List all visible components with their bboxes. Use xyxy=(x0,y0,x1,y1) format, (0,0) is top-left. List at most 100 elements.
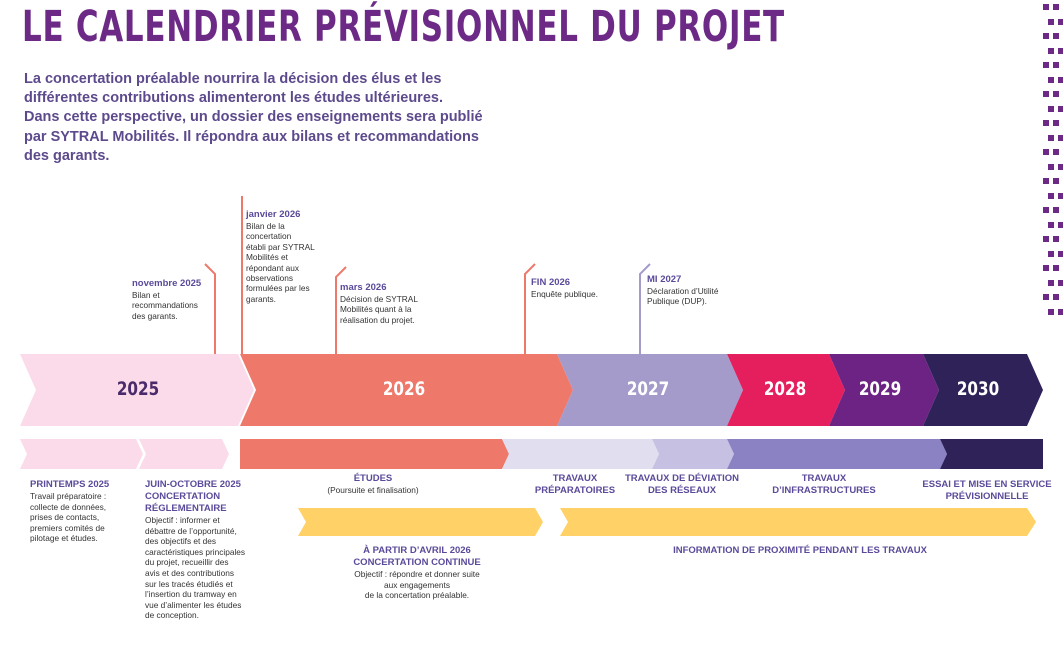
decorative-dot xyxy=(1048,105,1054,112)
event-text-line: des garants. xyxy=(132,310,178,321)
decorative-dot xyxy=(1058,134,1063,141)
decorative-dot xyxy=(1048,18,1054,25)
phase-bar-juin-octobre xyxy=(139,439,229,469)
event-text-line: Mobilités quant à la xyxy=(340,304,412,315)
phase-text-line: débattre de l’opportunité, xyxy=(145,525,237,536)
decorative-dot xyxy=(1043,207,1049,213)
decorative-dot xyxy=(1048,47,1054,54)
event-connector-mar-2026 xyxy=(335,266,347,354)
phase-text-line: sur les tracés étudiés et xyxy=(145,578,233,589)
decorative-dot xyxy=(1053,33,1059,39)
year-label: 2027 xyxy=(626,378,670,400)
decorative-dot xyxy=(1053,178,1059,184)
phase-title: JUIN-OCTOBRE 2025 xyxy=(145,479,241,490)
decorative-dot xyxy=(1058,18,1063,25)
event-fin-2026: FIN 2026 Enquête publique. xyxy=(531,277,631,299)
year-arrow-2028 xyxy=(727,354,845,426)
event-date: FIN 2026 xyxy=(531,277,571,288)
phase-text-line: pilotage et études. xyxy=(30,533,98,544)
decorative-dot xyxy=(1043,149,1049,155)
page-title: LE CALENDRIER PRÉVISIONNEL DU PROJET xyxy=(22,2,785,52)
decorative-dot xyxy=(1043,91,1049,97)
event-jan-2026: janvier 2026 Bilan de la concertation ét… xyxy=(246,209,336,304)
phase-text-line: Travail préparatoire : xyxy=(30,491,107,501)
intro-line: La concertation préalable nourrira la dé… xyxy=(24,71,442,87)
phase-text-line: de conception. xyxy=(145,610,199,621)
event-text-line: Décision de SYTRAL xyxy=(340,294,418,304)
phase-text-line: caractéristiques principales xyxy=(145,546,246,557)
phase-title: INFORMATION DE PROXIMITÉ PENDANT LES TRA… xyxy=(673,545,927,556)
year-arrow-2030 xyxy=(923,354,1043,426)
event-text-line: recommandations xyxy=(132,300,198,311)
phase-bar-essai xyxy=(940,439,1043,469)
phase-text-line: de la concertation préalable. xyxy=(364,590,470,601)
phase-bar-etudes xyxy=(240,439,509,469)
phase-etudes: ÉTUDES (Poursuite et finalisation) xyxy=(300,473,446,496)
year-label: 2026 xyxy=(382,378,426,400)
phase-juin-octobre: JUIN-OCTOBRE 2025 CONCERTATION RÉGLEMENT… xyxy=(145,479,263,621)
decorative-dot xyxy=(1048,76,1054,83)
phase-title: PRÉVISIONNELLE xyxy=(945,491,1029,502)
event-text-line: concertation xyxy=(246,231,292,242)
phase-text-line: premiers comités de xyxy=(30,522,105,533)
decorative-dot xyxy=(1043,120,1049,126)
event-date: MI 2027 xyxy=(647,274,682,285)
phase-bar-deviation xyxy=(652,439,734,469)
phase-text-line: vue d’alimenter les études xyxy=(145,599,242,610)
decorative-dot-pattern xyxy=(1040,0,1063,330)
year-label: 2028 xyxy=(763,378,807,400)
phase-title: À PARTIR D’AVRIL 2026 xyxy=(363,545,471,556)
intro-line: différentes contributions alimenteront l… xyxy=(24,90,443,107)
decorative-dot xyxy=(1053,149,1059,155)
intro-paragraph: La concertation préalable nourrira la dé… xyxy=(24,70,494,166)
event-mar-2026: mars 2026 Décision de SYTRAL Mobilités q… xyxy=(340,282,440,325)
decorative-dot xyxy=(1053,62,1059,68)
decorative-dot xyxy=(1053,265,1059,271)
event-mi-2027: MI 2027 Déclaration d’Utilité Publique (… xyxy=(647,274,747,307)
decorative-dot xyxy=(1043,62,1049,68)
phase-bar-travaux-preparatoires xyxy=(502,439,659,469)
phase-title: RÉGLEMENTAIRE xyxy=(145,503,227,514)
event-date: novembre 2025 xyxy=(132,278,202,289)
phase-text-line: l’insertion du tramway en xyxy=(145,589,237,600)
decorative-dot xyxy=(1048,192,1054,199)
phase-title: ESSAI ET MISE EN SERVICE xyxy=(922,479,1052,490)
decorative-dot xyxy=(1058,76,1063,83)
decorative-dot xyxy=(1058,308,1063,315)
event-text-line: Déclaration d’Utilité xyxy=(647,286,719,296)
phase-text-line: prises de contacts, xyxy=(30,512,100,523)
event-connector-nov-2025 xyxy=(204,263,216,354)
decorative-dot xyxy=(1043,33,1049,39)
phase-title: CONCERTATION CONTINUE xyxy=(353,557,481,568)
phase-text-line: aux engagements xyxy=(384,579,450,590)
event-nov-2025: novembre 2025 Bilan et recommandations d… xyxy=(132,278,214,321)
phase-title: CONCERTATION xyxy=(145,491,221,502)
phase-text-line: collecte de données, xyxy=(30,501,107,512)
decorative-dot xyxy=(1058,47,1063,54)
phase-bar-printemps xyxy=(20,439,143,469)
phase-text-line: Objectif : informer et xyxy=(145,515,220,525)
event-text-line: répondant aux xyxy=(246,262,300,273)
phase-bar-information-proximite xyxy=(560,508,1036,536)
phase-title: PRÉPARATOIRES xyxy=(534,485,616,496)
decorative-dot xyxy=(1058,279,1063,286)
event-connector-mi-2027 xyxy=(639,263,651,354)
event-text-line: Enquête publique. xyxy=(531,289,598,299)
event-text-line: garants. xyxy=(246,293,276,304)
phase-travaux-preparatoires: TRAVAUX PRÉPARATOIRES xyxy=(520,473,630,497)
decorative-dot xyxy=(1058,250,1063,257)
year-label: 2025 xyxy=(116,378,160,400)
phase-deviation: TRAVAUX DE DÉVIATION DES RÉSEAUX xyxy=(614,473,750,497)
year-arrow-2029 xyxy=(829,354,939,426)
phase-printemps: PRINTEMPS 2025 Travail préparatoire : co… xyxy=(30,479,140,544)
event-text-line: Mobilités et xyxy=(246,252,288,263)
year-arrow-2027 xyxy=(557,354,743,426)
phase-subtitle: (Poursuite et finalisation) xyxy=(327,485,419,495)
phase-text-line: des objectifs et des xyxy=(145,536,217,547)
event-text-line: observations xyxy=(246,273,294,284)
phase-title: TRAVAUX xyxy=(552,473,598,484)
phase-information-proximite: INFORMATION DE PROXIMITÉ PENDANT LES TRA… xyxy=(600,545,1000,557)
decorative-dot xyxy=(1053,4,1059,10)
decorative-dot xyxy=(1043,178,1049,184)
